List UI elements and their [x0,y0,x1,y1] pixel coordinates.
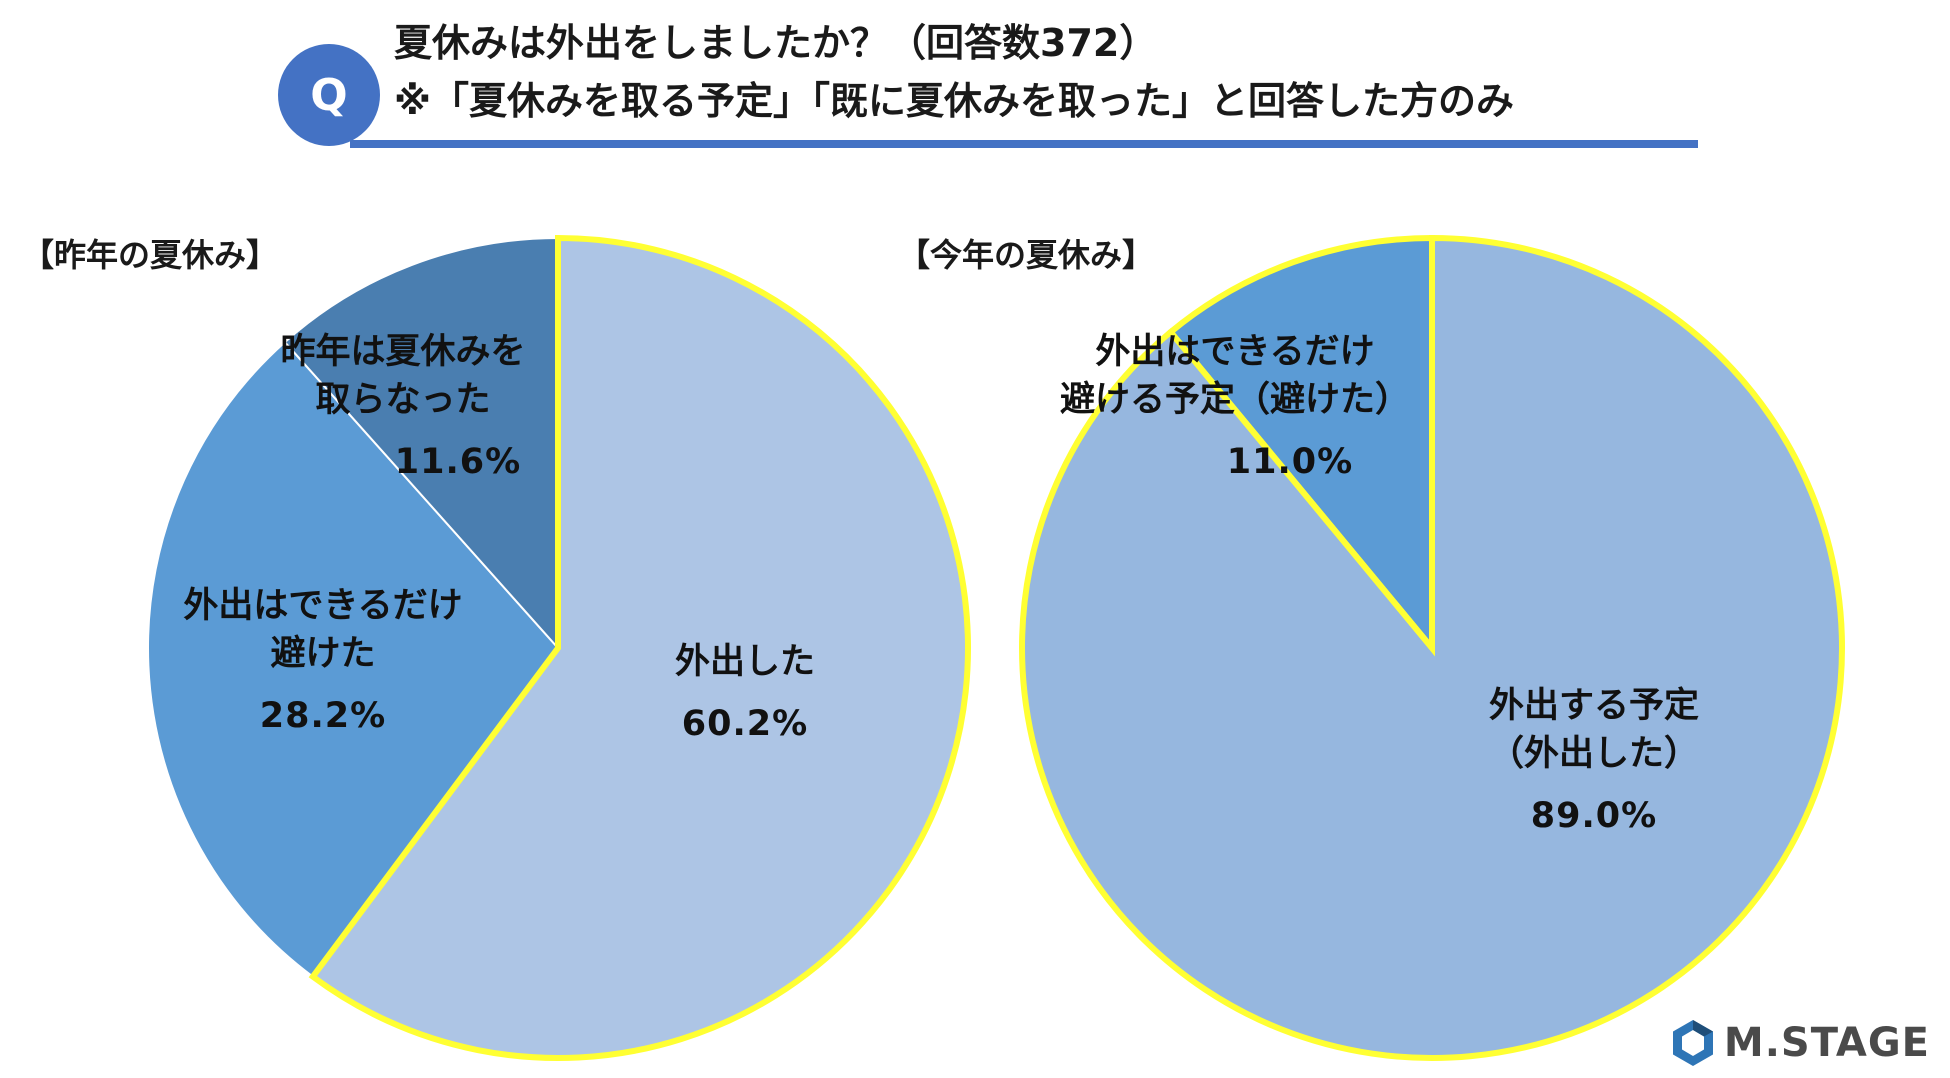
mstage-logo: M.STAGE [1670,1018,1930,1068]
slice-label-line: 外出はできるだけ [183,586,463,626]
slice-value-label: 60.2% [681,704,809,744]
slice-value-label: 11.6% [394,442,522,482]
slice-label-plan-to-avoid: 外出はできるだけ 避ける予定（避けた） 11.0% [1060,328,1410,486]
question-underline [350,140,1698,148]
slice-label-line: 昨年は夏休みを [280,332,526,372]
question-badge: Q [278,44,380,146]
slice-value-label: 11.0% [1226,442,1354,482]
slice-label-line: 外出する予定 [1488,686,1700,726]
slice-label-line: 外出した [674,642,816,682]
slice-label-line: 避けた [270,634,376,674]
pie-slice-highlight-2-1 [1019,234,1845,1061]
slice-label-avoided-last-year: 外出はできるだけ 避けた 28.2% [183,582,462,740]
slice-value-label: 28.2% [259,696,387,736]
question-title: 夏休みは外出をしましたか？（回答数372） ※「夏休みを取る予定」「既に夏休みを… [394,14,1514,130]
pie-slice-highlight-1-1 [308,234,971,1061]
pie-slice-highlight-2-2 [1166,234,1435,657]
slice-label-line: 外出はできるだけ [1095,332,1375,372]
slice-label-line: 避ける予定（避けた） [1059,380,1411,420]
chart-title-last-year: 【昨年の夏休み】 [22,236,279,274]
question-title-line-1: 夏休みは外出をしましたか？（回答数372） [394,21,1158,65]
chart-title-this-year: 【今年の夏休み】 [898,236,1155,274]
slice-label-went-out-last-year: 外出した 60.2% [675,638,815,748]
pie-slice-1-3 [283,237,559,649]
slice-value-label: 89.0% [1530,796,1658,836]
slice-label-no-vacation-last-year: 昨年は夏休みを 取らなった 11.6% [280,328,525,486]
logo-text: M.STAGE [1723,1020,1930,1066]
slice-label-plan-to-go-out: 外出する予定 （外出した） 89.0% [1489,682,1699,840]
slice-label-line: 取らなった [315,380,491,420]
slice-label-line: （外出した） [1488,734,1700,774]
hexagon-logo-icon [1672,1020,1713,1066]
pie-slice-1-2 [147,341,559,978]
question-title-line-2: ※「夏休みを取る予定」「既に夏休みを取った」と回答した方のみ [394,79,1514,123]
